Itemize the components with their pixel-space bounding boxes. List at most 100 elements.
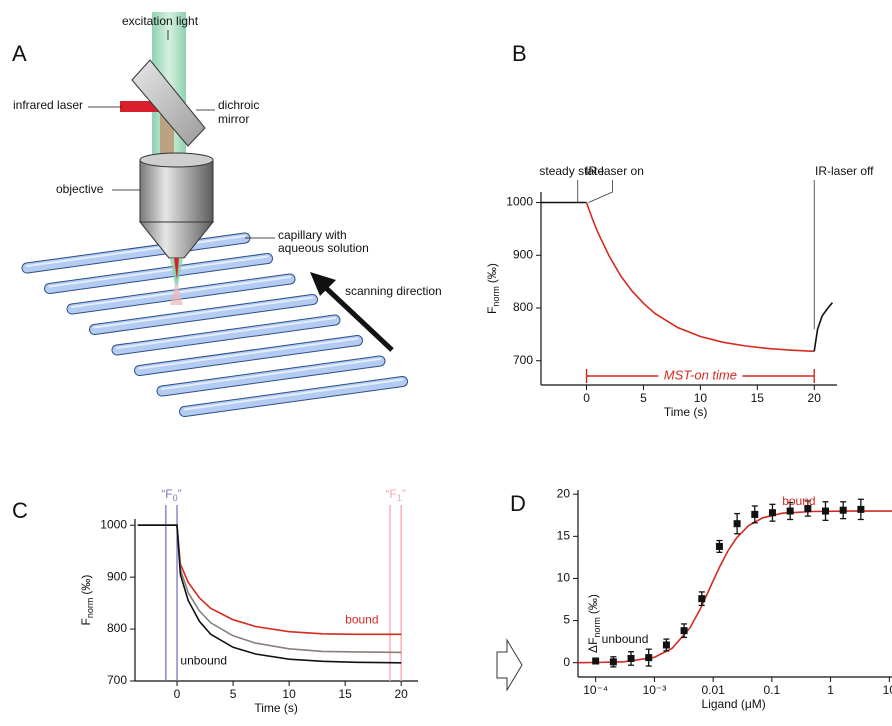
capillaries: [21, 232, 408, 417]
x-tick-label: 5: [230, 687, 237, 701]
window-label-part: ”: [178, 487, 182, 501]
label-mirror: mirror: [218, 112, 249, 126]
capillary-shine: [138, 337, 359, 370]
capillary-fill: [90, 295, 317, 334]
point: [786, 507, 794, 515]
capillary-shine: [26, 235, 246, 267]
y-axis-label-part: F: [485, 307, 499, 314]
point: [751, 510, 759, 518]
point: [715, 542, 723, 550]
y-tick-label: 700: [107, 673, 127, 687]
capillary-fill: [157, 356, 385, 396]
y-axis-label: Fnorm (‰): [485, 263, 501, 314]
point: [609, 658, 617, 666]
y-axis-label: ΔFnorm (‰): [586, 594, 602, 653]
y-axis-label-part: (‰): [586, 594, 600, 614]
annotation: bound: [782, 494, 815, 508]
series-label: bound: [345, 612, 378, 626]
scan-arrow: [324, 286, 394, 352]
flow-arrow: [496, 638, 523, 692]
x-tick-label: 0.1: [764, 683, 781, 697]
y-tick-label: 700: [513, 353, 533, 367]
line: [137, 524, 402, 664]
y-tick-label: 5: [563, 613, 570, 627]
window-label-part: “F: [161, 487, 172, 501]
capillary-fill: [67, 274, 295, 314]
line: [585, 202, 815, 353]
label-excitation: excitation light: [122, 14, 199, 28]
x-tick-label: 10: [883, 683, 892, 697]
point: [857, 505, 865, 513]
label-objective: objective: [56, 182, 104, 196]
leaders: [88, 30, 275, 239]
window-label: “F0”: [161, 487, 181, 503]
ir-laser-beam: [120, 101, 165, 112]
point: [627, 654, 635, 662]
y-axis-label: Fnorm (‰): [79, 575, 95, 626]
dichroic-mirror: [131, 59, 206, 147]
x-tick-label: 5: [640, 391, 647, 405]
x-tick-label: 0.01: [701, 683, 725, 697]
capillary-fill: [45, 254, 272, 293]
bracket-label-bg: [658, 368, 743, 384]
x-tick-label: 0: [174, 687, 181, 701]
window-label-part: 0: [173, 493, 178, 503]
x-axis-label: Time (s): [254, 701, 298, 715]
y-tick-label: 900: [107, 569, 127, 583]
y-axis-label-part: norm: [592, 617, 602, 638]
label-capillary: capillary with: [278, 228, 347, 242]
capillary-fill: [135, 336, 362, 375]
point: [680, 627, 688, 635]
point: [768, 509, 776, 517]
panel-label: B: [512, 41, 527, 66]
annotation: unbound: [602, 632, 649, 646]
label-scanning: scanning direction: [345, 284, 442, 298]
capillary-shine: [71, 276, 291, 308]
capillary-fill: [22, 233, 250, 273]
y-axis-label-part: norm: [491, 286, 501, 307]
focus-cone: [170, 285, 183, 305]
point: [839, 506, 847, 514]
x-tick-label: 10⁻⁴: [583, 683, 608, 697]
capillary-fill: [112, 315, 340, 355]
point: [592, 657, 600, 665]
panel-label: D: [510, 491, 526, 516]
point: [733, 520, 741, 528]
x-tick-label: 20: [808, 391, 822, 405]
window-label-part: 1: [397, 493, 402, 503]
x-axis-label: Time (s): [664, 405, 708, 419]
panel-label: A: [12, 41, 27, 66]
panel-label: C: [12, 498, 28, 523]
y-axis-label-part: norm: [85, 598, 95, 619]
scan-arrowhead: [310, 272, 336, 296]
capillary-shine: [93, 296, 314, 329]
capillary-shine: [183, 378, 404, 411]
annotation: steady state: [539, 164, 604, 178]
x-tick-label: 10: [694, 391, 708, 405]
point: [645, 654, 653, 662]
annotation-leader: [588, 180, 613, 203]
label-laser: infrared laser: [13, 98, 83, 112]
capillary-fill: [180, 377, 407, 416]
point: [662, 641, 670, 649]
y-axis-label-part: (‰): [79, 575, 93, 595]
x-tick-label: 0: [583, 391, 590, 405]
x-tick-label: 10⁻³: [643, 683, 667, 697]
objective-body: [139, 159, 214, 223]
y-tick-label: 15: [557, 529, 571, 543]
x-tick-label: 20: [395, 687, 409, 701]
point: [698, 595, 706, 603]
point: [804, 505, 812, 513]
focus-red: [174, 258, 179, 280]
y-tick-label: 800: [107, 621, 127, 635]
y-axis-label-part: ΔF: [586, 638, 600, 653]
window-label-part: ”: [402, 487, 406, 501]
capillary-shine: [116, 317, 336, 349]
y-tick-label: 800: [513, 300, 533, 314]
objective-top: [139, 152, 214, 168]
series-label: unbound: [180, 653, 227, 667]
y-tick-label: 1000: [100, 517, 127, 531]
window-label: “F1”: [385, 487, 405, 503]
y-tick-label: 900: [513, 247, 533, 261]
y-axis-label-part: F: [79, 618, 93, 625]
